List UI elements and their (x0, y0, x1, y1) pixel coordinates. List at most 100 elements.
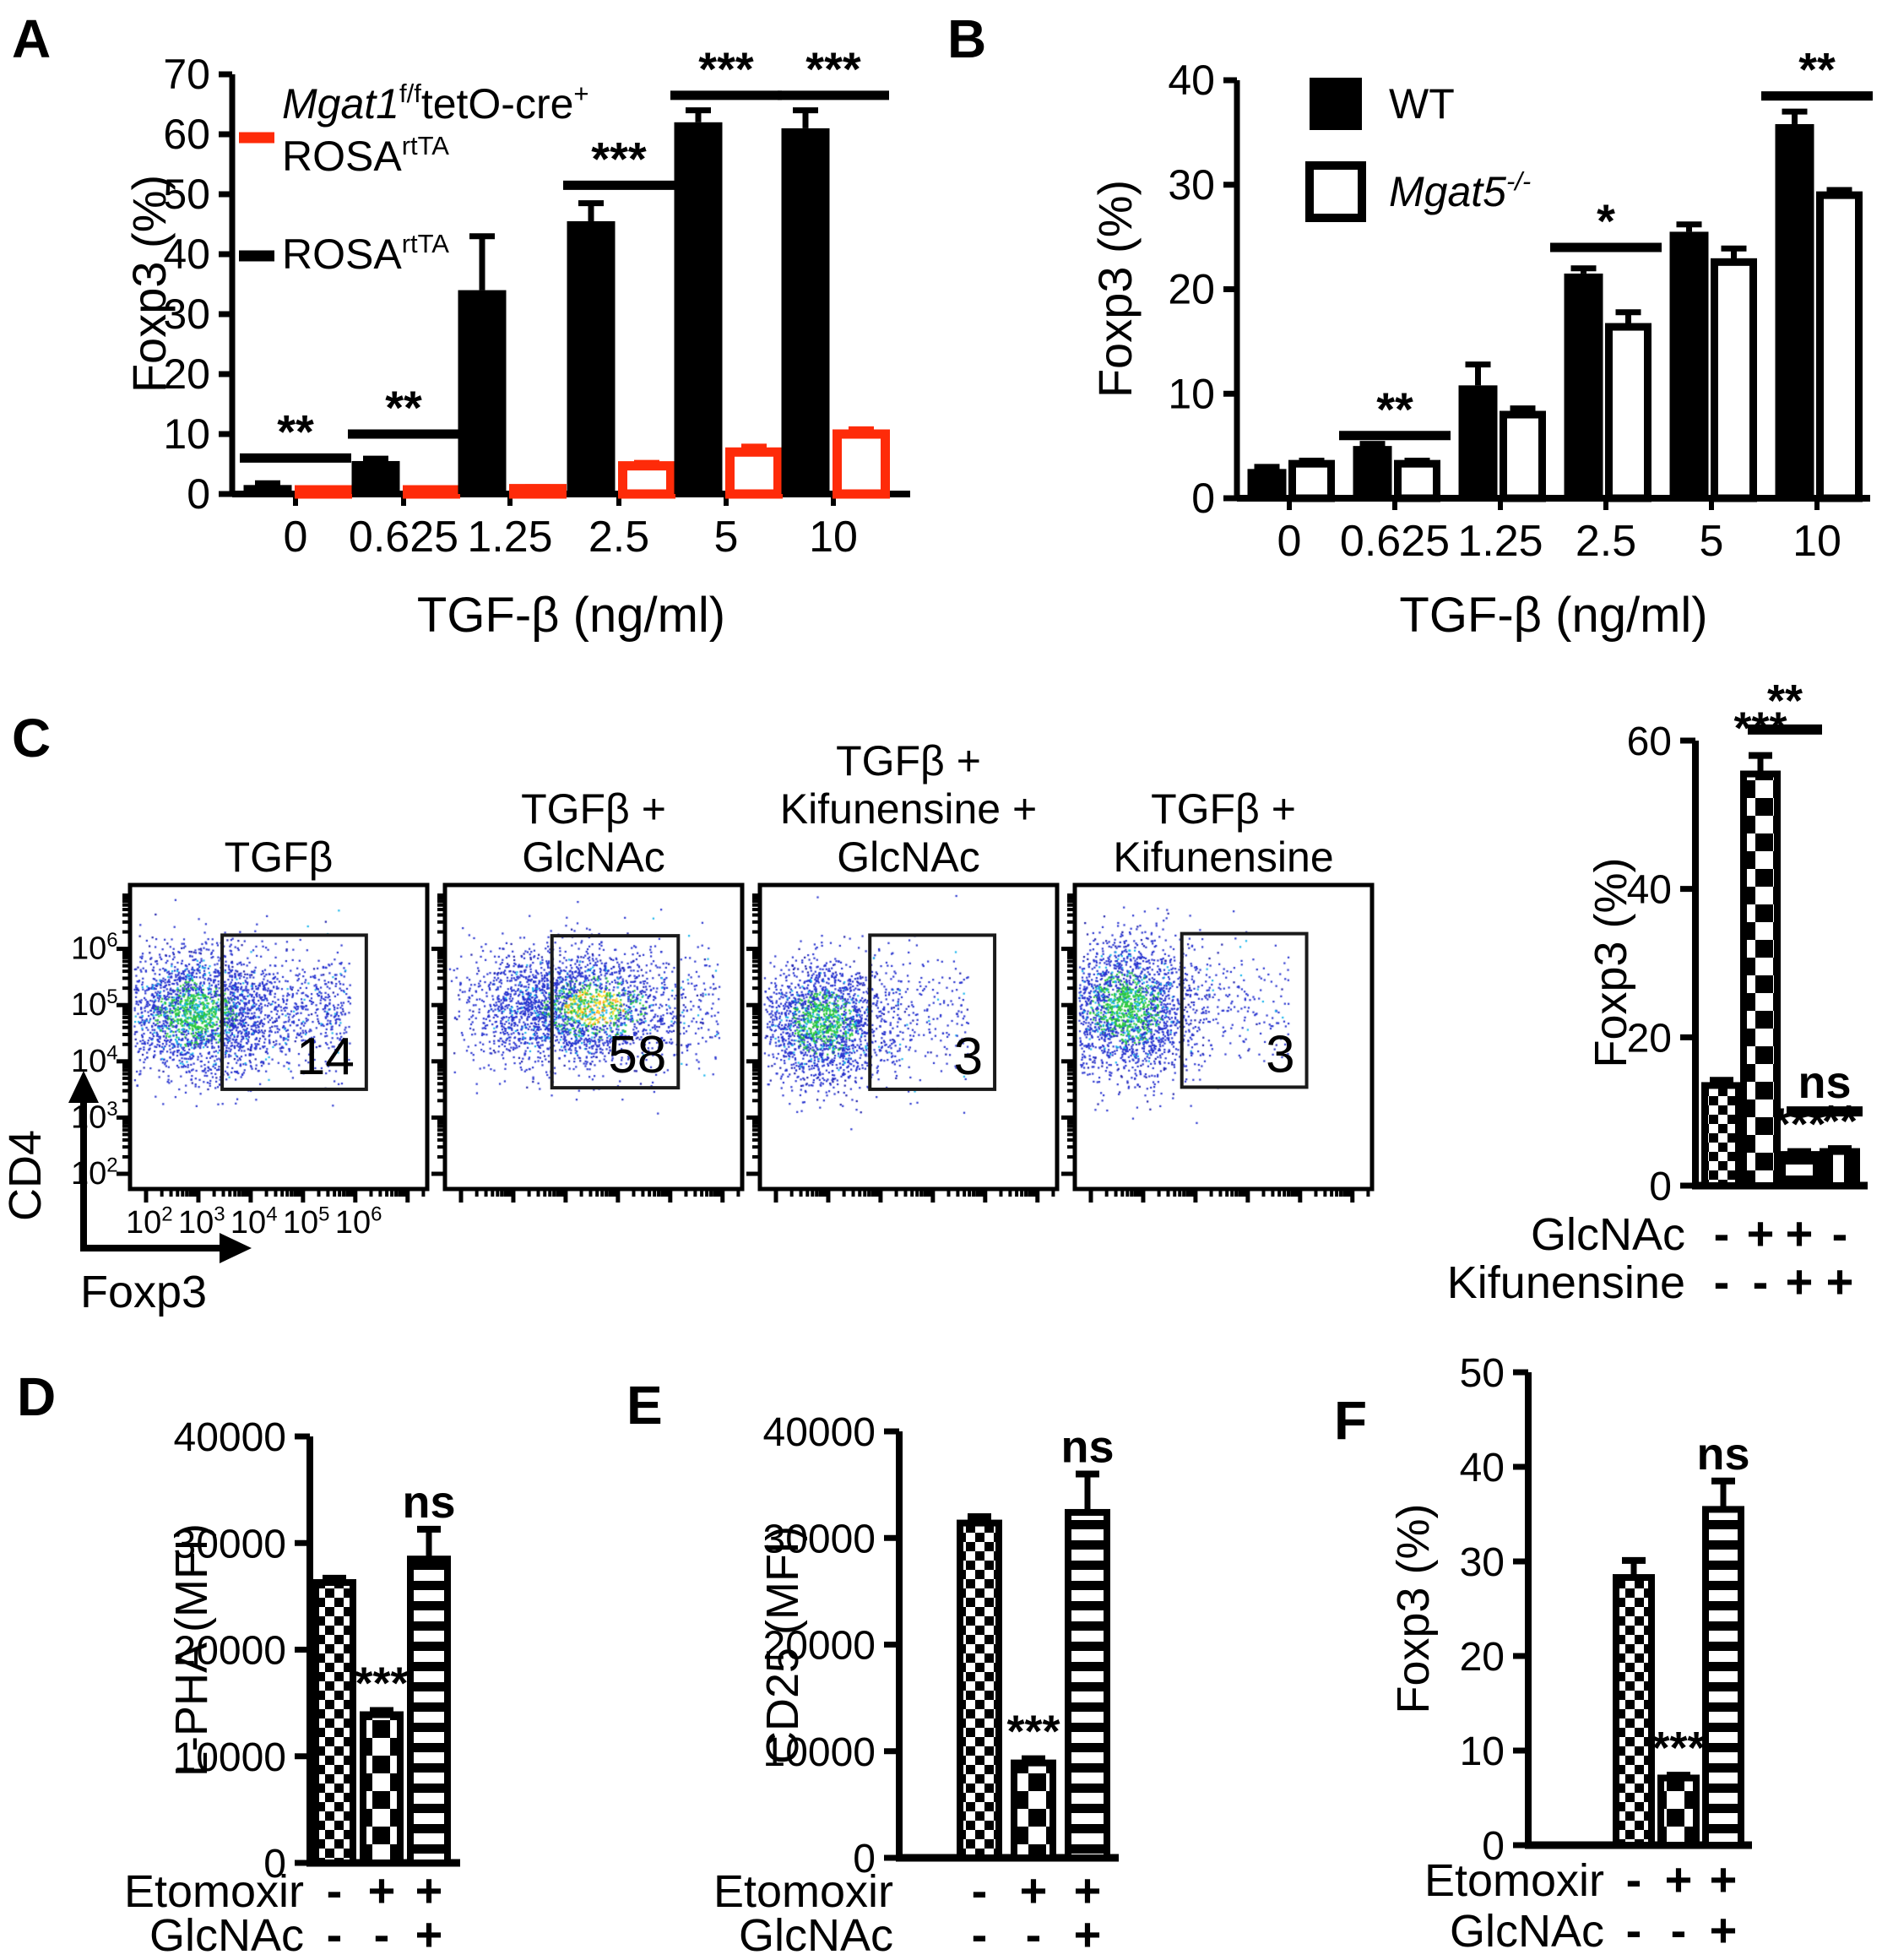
legend-swatch (1310, 78, 1362, 130)
panel-e-label: E (626, 1375, 663, 1436)
significance-label: ns (1696, 1429, 1749, 1480)
x-tick-label: 2.5 (588, 513, 649, 562)
legend-label: Mgat1f/ftetO-cre+ (282, 79, 589, 128)
condition-value: + (1665, 1853, 1693, 1906)
y-tick-label: 30 (1168, 161, 1215, 209)
bar (1613, 1574, 1655, 1849)
x-tick-label: 0.625 (1340, 517, 1450, 566)
y-tick-label: 20 (163, 350, 210, 398)
bar (1353, 446, 1392, 498)
bar (1775, 123, 1814, 498)
condition-value: - (1753, 1255, 1769, 1308)
x-tick-label: 1.25 (467, 513, 552, 562)
flow-plot-title: Kifunensine + (780, 785, 1037, 833)
x-tick-label: 104 (231, 1203, 278, 1241)
gate-percentage: 3 (954, 1028, 983, 1086)
bar (1605, 323, 1651, 502)
gate-rect (868, 933, 997, 1091)
y-axis-title: Foxp3 (%) (1388, 1503, 1439, 1713)
significance-label: *** (1006, 1707, 1060, 1757)
bar (618, 461, 675, 499)
y-tick-label: 10000 (174, 1735, 286, 1780)
y-tick-label: 10 (163, 410, 210, 458)
condition-row-label: GlcNAc (739, 1910, 893, 1960)
x-tick-label: 10 (809, 513, 858, 562)
condition-value: + (1747, 1207, 1775, 1260)
condition-row-label: Etomoxir (713, 1866, 893, 1917)
flow-plot-title: Kifunensine (1113, 833, 1333, 881)
significance-label: ** (277, 404, 314, 458)
bar (351, 460, 400, 494)
gate-rect (1180, 931, 1309, 1089)
significance-label: ns (402, 1477, 455, 1528)
panel-b-label: B (947, 8, 987, 69)
y-tick-label: 50 (1460, 1351, 1505, 1396)
y-tick-label: 105 (71, 985, 118, 1023)
condition-value: + (368, 1864, 396, 1917)
bar (1779, 1151, 1820, 1189)
bar (1394, 459, 1440, 502)
significance-label: *** (1651, 1723, 1705, 1773)
y-tick-label: 0 (1649, 1165, 1672, 1209)
y-tick-label: 60 (1627, 719, 1672, 764)
flow-plot-title: TGFβ + (521, 785, 666, 833)
y-tick-label: 0 (853, 1837, 876, 1881)
y-tick-label: 103 (71, 1098, 118, 1135)
condition-row-label: GlcNAc (1531, 1209, 1685, 1260)
condition-value: - (1626, 1853, 1642, 1906)
flow-plot-frame (1072, 882, 1375, 1192)
bar (295, 485, 352, 499)
bar (407, 1556, 451, 1866)
condition-value: + (1786, 1255, 1814, 1308)
y-tick-label: 104 (71, 1041, 118, 1078)
flow-plot-frame (757, 882, 1060, 1192)
significance-label: *** (355, 1658, 408, 1708)
y-tick-label: 40 (163, 231, 210, 278)
x-tick-label: 0 (1277, 517, 1302, 566)
condition-value: + (1710, 1853, 1738, 1906)
y-tick-label: 20 (1168, 266, 1215, 313)
flow-plot-frame (442, 882, 745, 1192)
condition-row-label: Kifunensine (1447, 1257, 1685, 1308)
bar (674, 122, 723, 495)
y-tick-label: 30000 (174, 1522, 286, 1566)
panel-a-label: A (12, 8, 52, 69)
bar (1458, 385, 1498, 498)
condition-value: - (1671, 1903, 1687, 1957)
significance-label: * (1597, 194, 1615, 247)
x-tick-label: 103 (178, 1203, 225, 1241)
y-axis-title: Foxp3 (%) (122, 175, 176, 393)
condition-value: + (1074, 1864, 1102, 1917)
cd4-axis-label: CD4 (0, 1130, 51, 1221)
condition-row-label: GlcNAc (149, 1910, 304, 1960)
significance-label: ** (385, 381, 422, 434)
y-tick-label: 0 (1482, 1824, 1505, 1869)
bar (1711, 258, 1757, 502)
significance-label: ** (1822, 1096, 1858, 1147)
significance-label: ** (1376, 383, 1413, 436)
condition-value: + (1074, 1908, 1102, 1960)
condition-value: - (972, 1908, 988, 1960)
bar (1702, 1506, 1744, 1849)
y-tick-label: 20 (1627, 1016, 1672, 1061)
flow-plot-title: TGFβ + (836, 737, 981, 785)
gate-percentage: 58 (608, 1026, 666, 1084)
foxp3-axis-label: Foxp3 (80, 1267, 207, 1317)
y-tick-label: 20 (1460, 1635, 1505, 1680)
condition-value: + (1020, 1864, 1048, 1917)
bar (509, 484, 567, 499)
y-axis-title: CD25 (MFI) (757, 1526, 808, 1764)
x-axis-title: TGF-β (ng/ml) (1399, 588, 1707, 643)
foxp3-axis-arrowhead (220, 1233, 252, 1263)
y-tick-label: 30000 (763, 1517, 876, 1561)
x-tick-label: 105 (283, 1203, 330, 1241)
significance-label: *** (805, 42, 861, 95)
x-tick-label: 5 (1700, 517, 1724, 566)
legend-label: Mgat5-/- (1389, 166, 1531, 215)
legend-label: ROSArtTA (282, 131, 449, 180)
y-tick-label: 40 (1168, 57, 1215, 104)
condition-row-label: Etomoxir (124, 1866, 304, 1917)
condition-value: - (1026, 1908, 1042, 1960)
bar (1288, 459, 1335, 502)
y-tick-label: 30 (163, 290, 210, 338)
